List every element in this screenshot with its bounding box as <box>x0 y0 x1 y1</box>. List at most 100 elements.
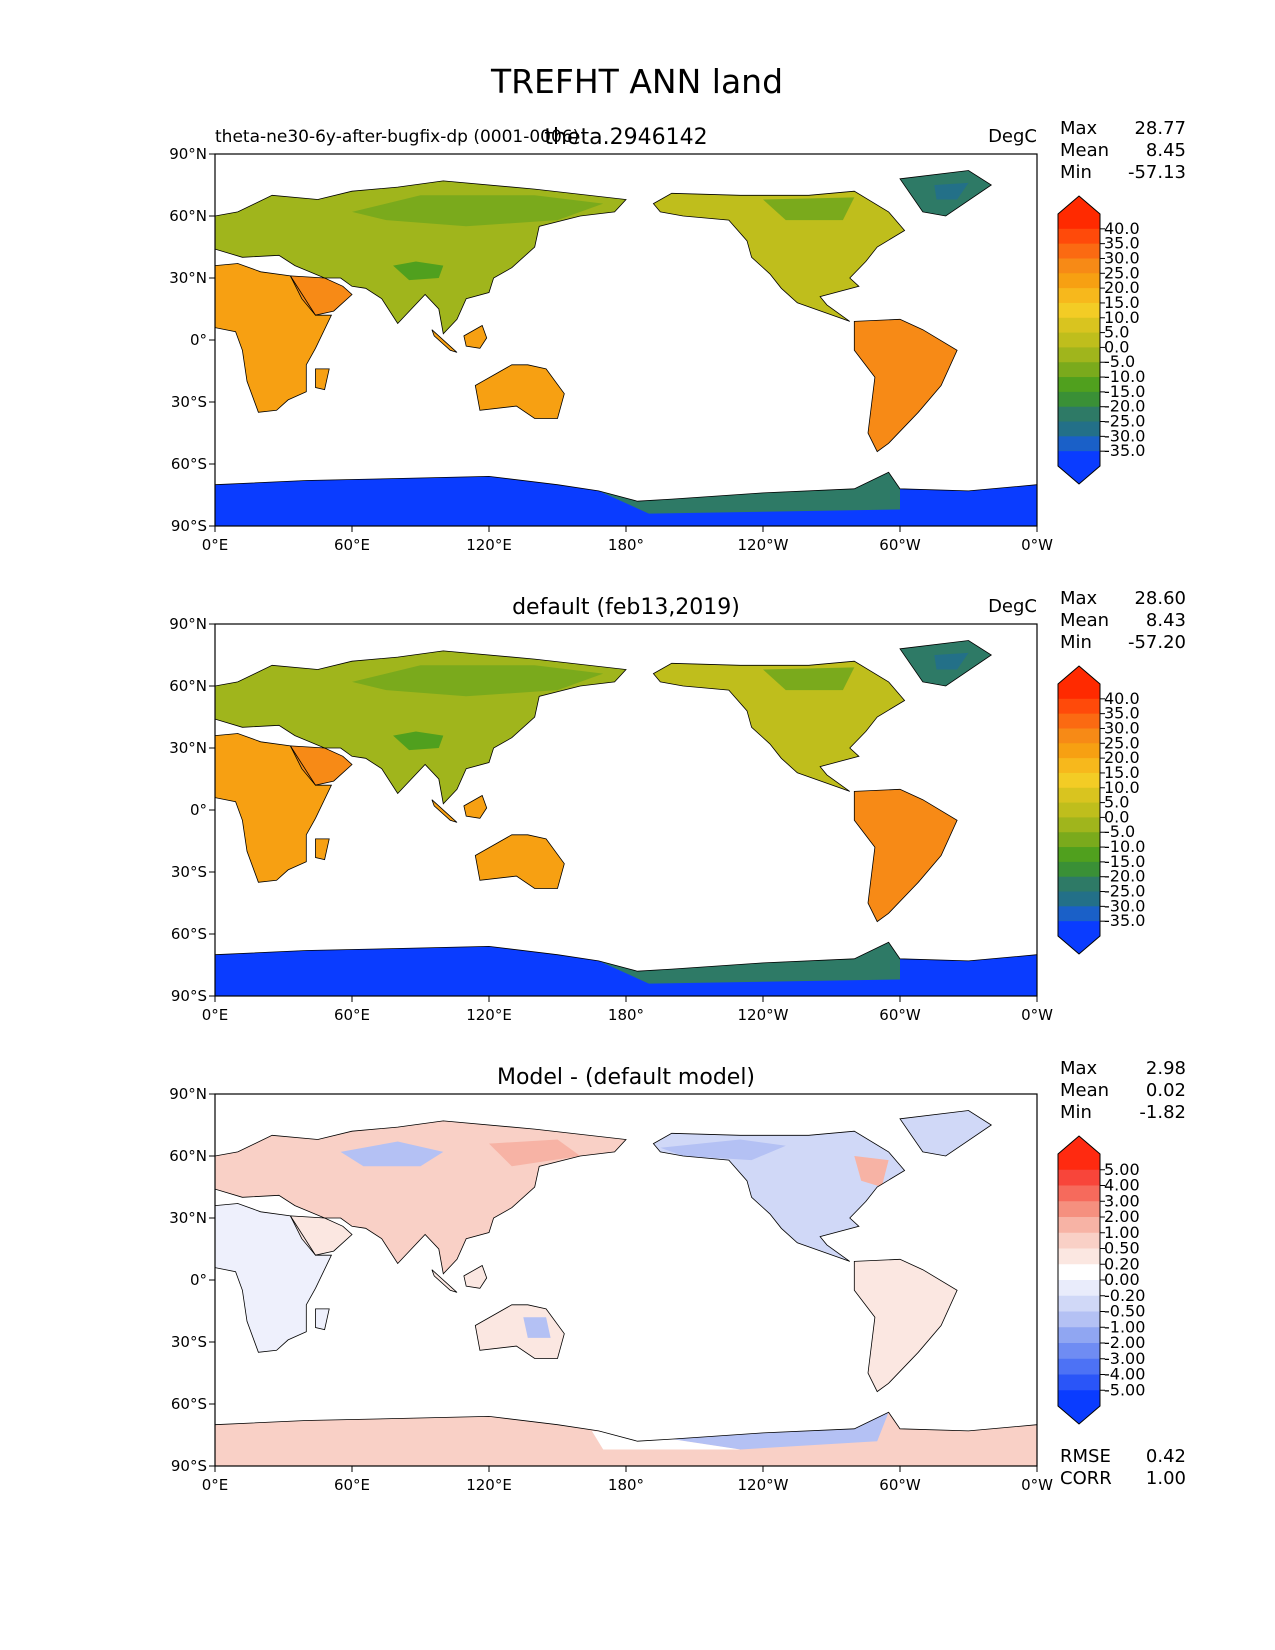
colorbar-tick-label: 5.0 <box>1104 793 1129 812</box>
colorbar-tick-label: -35.0 <box>1104 441 1145 460</box>
coastline-south-america <box>853 788 958 923</box>
colorbar-swatch <box>1058 302 1100 319</box>
lon-tick-label: 120°W <box>738 1006 789 1024</box>
colorbar-tick-label: 15.0 <box>1104 293 1140 312</box>
colorbar-swatch <box>1058 1311 1100 1328</box>
canada-cold-region <box>763 197 855 221</box>
colorbar-swatch <box>1058 728 1100 744</box>
coastline-eurasia <box>215 1120 627 1275</box>
colorbar-tick-label: -5.00 <box>1104 1380 1145 1399</box>
colorbar-swatch <box>1058 421 1100 437</box>
lon-tick-label: 0°W <box>1021 536 1053 554</box>
stat-value-mean: 8.45 <box>1146 140 1186 161</box>
coastline-north-america <box>652 660 906 792</box>
panel-title: default (feb13,2019) <box>512 595 740 620</box>
colorbar-extend-min <box>1058 466 1100 484</box>
colorbar-tick-label: 20.0 <box>1104 278 1140 297</box>
colorbar-extend-min <box>1058 1406 1100 1424</box>
lon-tick-label: 120°W <box>738 1476 789 1494</box>
stat-label-min: Min <box>1060 1102 1092 1123</box>
colorbar-swatch <box>1058 861 1100 878</box>
africa-landmass <box>215 733 332 883</box>
colorbar-swatch <box>1058 847 1100 863</box>
coastline-borneo <box>463 794 488 819</box>
stat-label-rmse: RMSE <box>1060 1446 1111 1467</box>
colorbar-swatch <box>1058 1358 1100 1375</box>
south-america-landmass <box>854 1259 958 1392</box>
madagascar-landmass <box>315 838 330 860</box>
lon-tick-label: 180° <box>608 536 644 554</box>
coastline-arabia <box>289 745 353 786</box>
colorbar-tick-label: 0.0 <box>1104 807 1129 826</box>
north-america-landmass <box>653 191 905 322</box>
lat-tick-label: 30°N <box>169 739 207 757</box>
colorbar-tick-label: 4.00 <box>1104 1176 1140 1195</box>
colorbar-swatch <box>1058 906 1100 922</box>
lon-tick-label: 120°E <box>466 1006 512 1024</box>
colorbar-extend-max <box>1058 1136 1100 1154</box>
coastline-eurasia <box>215 180 627 335</box>
antarctica-coast-region <box>598 472 900 514</box>
colorbar-swatch <box>1058 451 1100 467</box>
arabia-landmass <box>290 1215 352 1256</box>
figure-title: TREFHT ANN land <box>490 62 783 101</box>
africa-landmass <box>215 1203 332 1353</box>
colorbar-swatch <box>1058 698 1100 715</box>
colorbar-tick-label: -15.0 <box>1104 382 1145 401</box>
lat-tick-label: 60°S <box>171 455 207 473</box>
coastline-antarctica <box>215 471 1037 526</box>
coastline-borneo <box>463 1264 488 1289</box>
antarctica-coast-region <box>598 942 900 984</box>
lat-tick-label: 90°N <box>169 145 207 163</box>
lon-tick-label: 180° <box>608 1476 644 1494</box>
lat-tick-label: 0° <box>190 801 207 819</box>
borneo-landmass <box>463 325 487 349</box>
colorbar-tick-label: 10.0 <box>1104 778 1140 797</box>
coastline-madagascar <box>315 838 330 861</box>
stat-value-max: 2.98 <box>1146 1058 1186 1079</box>
colorbar-tick-label: 40.0 <box>1104 689 1140 708</box>
colorbar-swatch <box>1058 243 1100 259</box>
colorbar-tick-label: -20.0 <box>1104 867 1145 886</box>
colorbar-tick-label: 30.0 <box>1104 718 1140 737</box>
borneo-landmass <box>463 795 487 819</box>
colorbar-swatch <box>1058 436 1100 452</box>
stat-value-min: -1.82 <box>1139 1102 1186 1123</box>
stat-label-min: Min <box>1060 632 1092 653</box>
colorbar-tick-label: 30.0 <box>1104 248 1140 267</box>
siberia-negative-region <box>340 1141 444 1167</box>
lon-tick-label: 0°E <box>202 536 229 554</box>
coastline-sumatra <box>431 799 458 823</box>
arabia-landmass <box>290 275 352 316</box>
colorbar-swatch <box>1058 258 1100 274</box>
canada-cold-region <box>763 667 855 691</box>
colorbar-tick-label: -10.0 <box>1104 367 1145 386</box>
colorbar-swatch <box>1058 713 1100 729</box>
colorbar-swatch <box>1058 1343 1100 1360</box>
lon-tick-label: 60°E <box>334 1476 370 1494</box>
lon-tick-label: 0°E <box>202 1006 229 1024</box>
colorbar-swatch <box>1058 1374 1100 1391</box>
stat-value-mean: 0.02 <box>1146 1080 1186 1101</box>
colorbar-tick-label: 3.00 <box>1104 1191 1140 1210</box>
lon-tick-label: 60°W <box>879 1476 921 1494</box>
coastline-australia <box>474 1304 565 1359</box>
eastern-asia-positive-region <box>489 1139 581 1167</box>
panel-left-title: theta-ne30-6y-after-bugfix-dp (0001-0006… <box>215 127 579 147</box>
lon-tick-label: 120°W <box>738 536 789 554</box>
coastline-greenland <box>899 640 993 687</box>
colorbar-swatch <box>1058 1217 1100 1234</box>
coastline-north-america <box>652 1130 906 1262</box>
colorbar-swatch <box>1058 802 1100 818</box>
coastline-greenland <box>899 1110 993 1157</box>
units-label: DegC <box>988 596 1037 617</box>
colorbar-swatch <box>1058 787 1100 804</box>
map-panel-diff: 90°N 60°N 30°N 0° 30°S 60°S 90°S0°E 60°E 120°E 18… <box>169 1058 1186 1494</box>
lat-tick-label: 30°S <box>171 863 207 881</box>
colorbar-tick-label: 40.0 <box>1104 219 1140 238</box>
colorbar-tick-label: 0.00 <box>1104 1270 1140 1289</box>
greenland-core-region <box>934 182 969 200</box>
colorbar-outline <box>1057 665 1101 955</box>
coastline-eurasia <box>215 650 627 805</box>
